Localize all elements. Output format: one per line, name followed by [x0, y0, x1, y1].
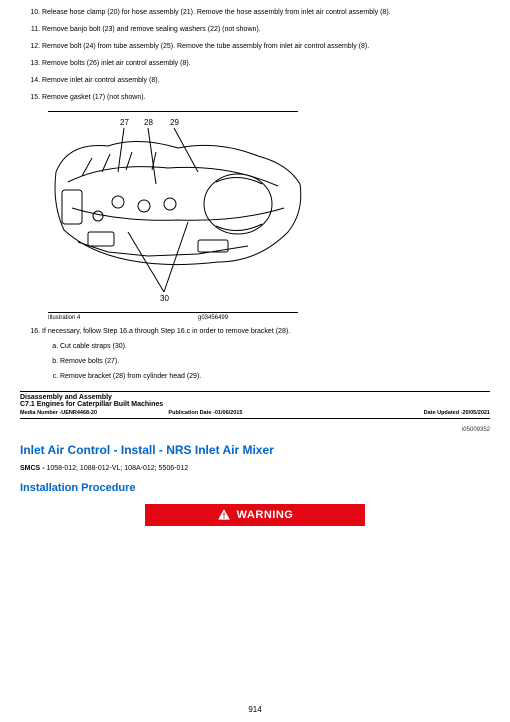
smcs-label: SMCS -	[20, 465, 46, 472]
page-number: 914	[0, 705, 510, 714]
step-16-text: If necessary, follow Step 16.a through S…	[42, 328, 290, 335]
smcs-codes: 1058-012; 1088-012-VL; 108A-012; 5506-01…	[46, 465, 188, 472]
step-16b: Remove bolts (27).	[60, 357, 490, 366]
callout-30: 30	[160, 294, 169, 303]
warning-text: WARNING	[237, 509, 294, 521]
step-13: Remove bolts (26) inlet air control asse…	[42, 59, 490, 68]
section-rule-top	[20, 391, 490, 392]
step-12: Remove bolt (24) from tube assembly (25)…	[42, 42, 490, 51]
step-16: If necessary, follow Step 16.a through S…	[42, 327, 490, 381]
step-15: Remove gasket (17) (not shown).	[42, 93, 490, 102]
doc-header-subtitle: C7.1 Engines for Caterpillar Built Machi…	[20, 401, 490, 408]
publication-date: Publication Date -01/06/2015	[168, 410, 366, 416]
illustration-code: g03456499	[198, 315, 348, 321]
section-heading: Inlet Air Control - Install - NRS Inlet …	[20, 443, 490, 457]
warning-banner: WARNING	[145, 504, 365, 526]
date-updated: Date Updated -20/05/2021	[366, 410, 490, 416]
step-10: Release hose clamp (20) for hose assembl…	[42, 8, 490, 17]
illustration-rule-bottom	[48, 312, 298, 313]
step-14: Remove inlet air control assembly (8).	[42, 76, 490, 85]
callout-27: 27	[120, 118, 129, 127]
subsection-heading: Installation Procedure	[20, 482, 490, 494]
smcs-line: SMCS - 1058-012; 1088-012-VL; 108A-012; …	[20, 465, 490, 472]
callout-28: 28	[144, 118, 153, 127]
section-rule-bottom	[20, 418, 490, 419]
step-11: Remove banjo bolt (23) and remove sealin…	[42, 25, 490, 34]
illustration-block: 27 28 29 30	[48, 111, 490, 321]
step-16a: Cut cable straps (30).	[60, 342, 490, 351]
engine-illustration	[48, 112, 308, 308]
step-16c: Remove bracket (28) from cylinder head (…	[60, 372, 490, 381]
doc-header-title: Disassembly and Assembly	[20, 394, 490, 401]
media-number: Media Number -UENR4468-20	[20, 410, 168, 416]
doc-id: i05009352	[20, 427, 490, 433]
warning-icon	[217, 508, 231, 522]
callout-29: 29	[170, 118, 179, 127]
illustration-label: Illustration 4	[48, 315, 198, 321]
